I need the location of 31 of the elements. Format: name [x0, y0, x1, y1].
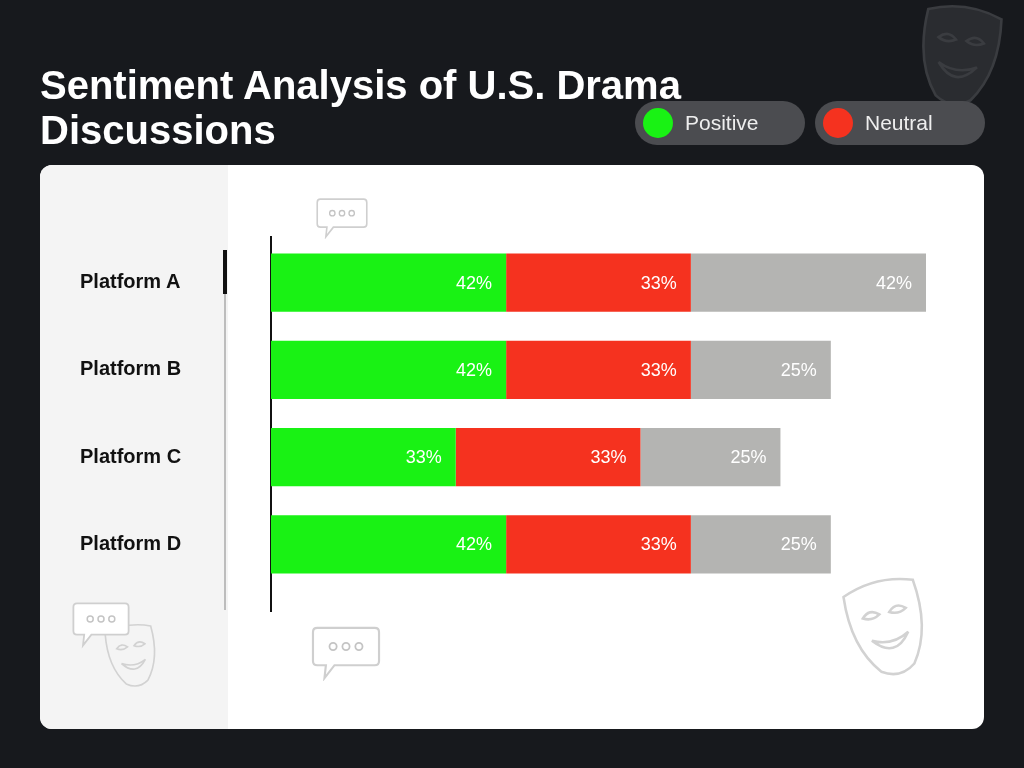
data-label: 33% — [640, 534, 677, 555]
bar — [690, 515, 831, 574]
y-tick-label: Platform C — [80, 444, 182, 467]
data-label: 33% — [590, 447, 627, 468]
data-label: 25% — [780, 359, 817, 380]
data-label: 42% — [456, 359, 493, 380]
chart-title: Sentiment Analysis of U.S. Drama Discussions — [40, 63, 681, 152]
data-label: 33% — [640, 272, 677, 293]
bar — [506, 253, 691, 312]
data-label: 33% — [640, 359, 677, 380]
legend-label: Positive — [685, 111, 759, 135]
bar — [506, 515, 691, 574]
bar — [271, 427, 456, 487]
bar — [690, 253, 926, 312]
data-label: 33% — [405, 447, 442, 468]
bar — [455, 427, 641, 487]
bar — [271, 340, 507, 400]
data-label: 42% — [456, 534, 493, 555]
bar — [271, 515, 507, 574]
bar — [640, 427, 781, 487]
data-label: 25% — [730, 447, 767, 468]
data-label: 42% — [456, 272, 493, 293]
y-tick-label: Platform B — [80, 357, 182, 380]
bar — [506, 340, 691, 400]
y-tick-label: Platform A — [80, 270, 181, 293]
data-label: 25% — [780, 534, 817, 555]
legend-label: Neutral — [865, 111, 933, 135]
bar — [690, 340, 831, 400]
bar — [271, 253, 507, 312]
y-tick-label: Platform D — [80, 531, 182, 554]
data-label: 42% — [875, 272, 912, 293]
